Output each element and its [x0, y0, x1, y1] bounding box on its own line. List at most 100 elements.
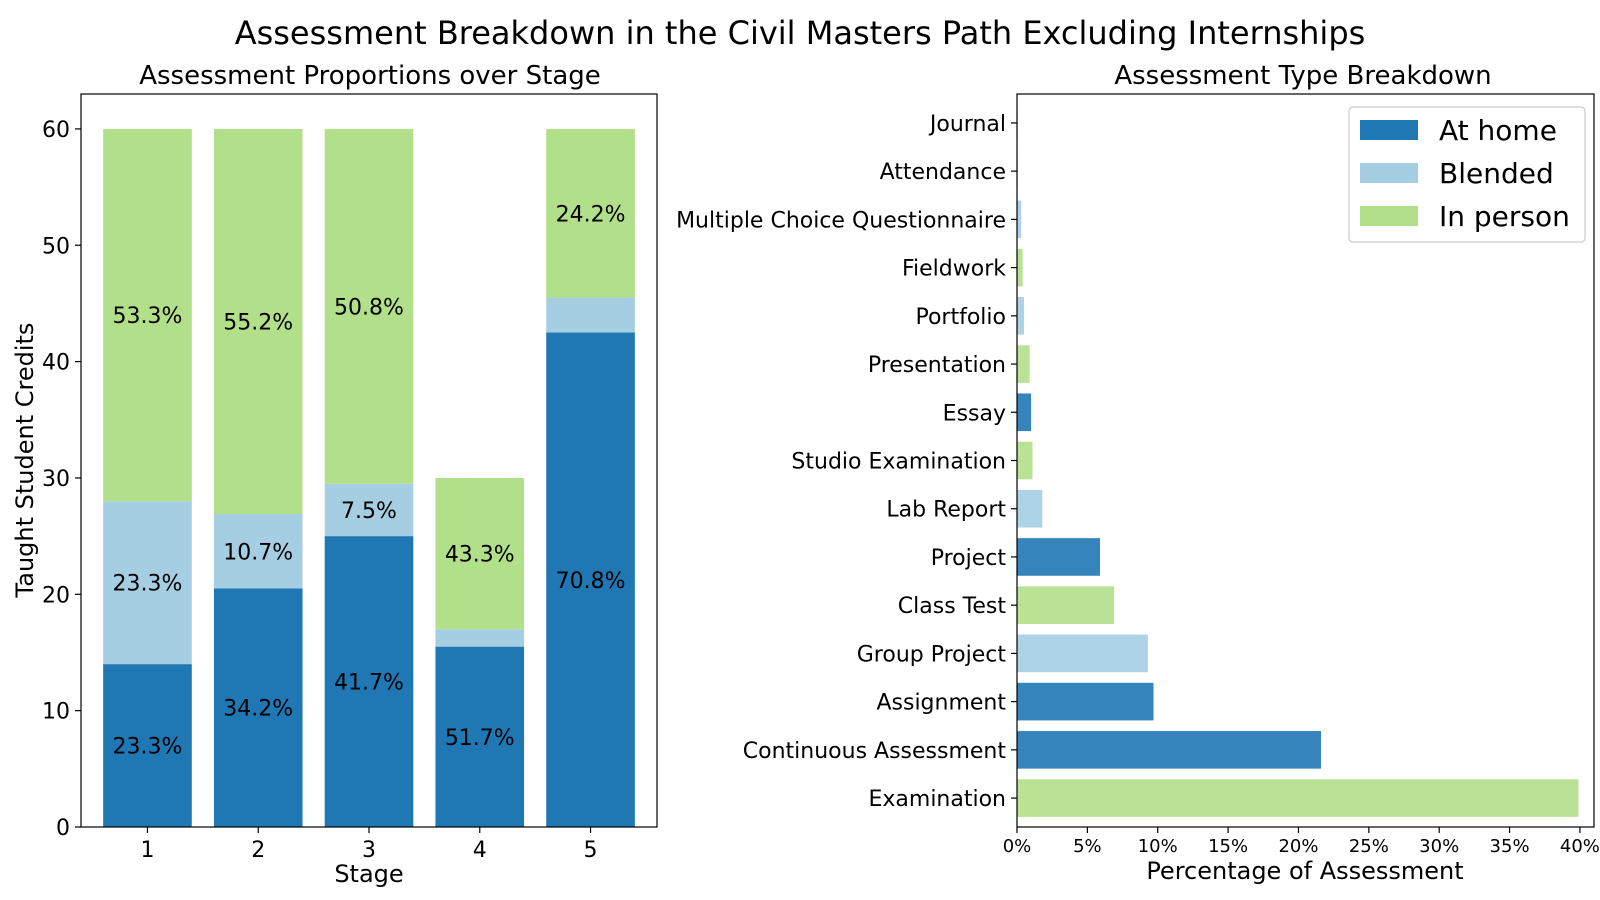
category-label: Attendance: [880, 160, 1006, 185]
assessment-type-bar-chart: Assessment Type Breakdown Examination Con…: [676, 61, 1600, 885]
category-label: Class Test: [898, 594, 1007, 619]
stage-bar-data-label: 41.7%: [334, 671, 404, 696]
assessment-type-bars: [1017, 104, 1579, 817]
legend-label: In person: [1439, 200, 1570, 233]
stage-bar-segment: [103, 664, 192, 827]
assessment-type-bar: [1017, 586, 1115, 624]
category-label: Fieldwork: [902, 257, 1006, 282]
x-tick-label: 40%: [1560, 836, 1600, 857]
assessment-type-bar: [1017, 489, 1043, 528]
stage-bar-data-label: 7.5%: [341, 499, 397, 524]
stage-bar-segment: [435, 629, 525, 647]
y-tick-label: 20: [42, 583, 70, 608]
stage-bar-data-label: 23.3%: [113, 572, 183, 597]
stage-bars: [103, 128, 635, 827]
assessment-type-bar: [1017, 441, 1033, 480]
category-label: Lab Report: [886, 498, 1006, 523]
stage-bar-segment: [103, 501, 192, 665]
left-x-axis-label: Stage: [334, 860, 403, 888]
assessment-type-bar: [1017, 634, 1148, 673]
stage-bar-data-label: 53.3%: [113, 304, 183, 329]
stage-bar-data-label: 24.2%: [556, 202, 626, 227]
category-label: Multiple Choice Questionnaire: [676, 208, 1006, 233]
x-tick-label: 20%: [1278, 836, 1318, 857]
stage-bar-data-label: 50.8%: [334, 295, 404, 320]
x-tick-label: 2: [251, 838, 265, 863]
category-label: Continuous Assessment: [743, 739, 1007, 764]
stage-bar-segment: [324, 536, 414, 827]
left-plot-frame: [80, 93, 658, 828]
x-tick-label: 10%: [1138, 836, 1178, 857]
right-chart-title: Assessment Type Breakdown: [1114, 61, 1491, 91]
stage-bar-data-label: 55.2%: [223, 310, 293, 335]
category-label: Project: [931, 546, 1007, 571]
right-x-axis-label: Percentage of Assessment: [1146, 857, 1463, 885]
stage-bar-segment: [213, 128, 303, 515]
stage-bar-segment: [213, 514, 303, 589]
y-tick-label: 30: [42, 467, 70, 492]
stage-bar-segment: [435, 477, 525, 630]
right-plot-frame: [1016, 93, 1595, 828]
assessment-type-bar: [1017, 682, 1154, 721]
stage-bar-segment: [103, 128, 192, 502]
category-label: Group Project: [857, 642, 1007, 667]
figure-title: Assessment Breakdown in the Civil Master…: [235, 14, 1366, 52]
chart-legend: At home Blended In person: [1348, 106, 1586, 243]
stage-bar-data-label: 43.3%: [445, 543, 515, 568]
assessment-type-bar: [1017, 297, 1025, 335]
category-label: Presentation: [868, 353, 1006, 378]
category-label: Studio Examination: [791, 450, 1006, 475]
assessment-type-bar: [1017, 538, 1101, 576]
stage-bar-data-label: 10.7%: [223, 540, 293, 565]
y-tick-label: 40: [42, 351, 70, 376]
left-chart-title: Assessment Proportions over Stage: [139, 61, 601, 91]
y-tick-label: 60: [42, 118, 70, 143]
stage-bar-segment: [324, 483, 414, 537]
stage-bar-data-label: 23.3%: [113, 735, 183, 760]
y-tick-label: 50: [42, 234, 70, 259]
category-label: Assignment: [876, 691, 1006, 716]
stage-bar-data-label: 51.7%: [445, 726, 515, 751]
y-tick-label: 0: [56, 816, 70, 841]
left-y-axis-label: Taught Student Credits: [11, 323, 39, 599]
assessment-type-bar: [1017, 731, 1321, 769]
x-tick-label: 5: [584, 838, 598, 863]
stage-bar-data-label: 34.2%: [223, 697, 293, 722]
stage-bar-segment: [213, 588, 303, 827]
assessment-type-bar: [1017, 248, 1023, 287]
stage-stacked-bar-chart: Assessment Proportions over Stage 23.3%2…: [11, 61, 658, 888]
category-label: Essay: [943, 401, 1006, 426]
legend-swatch: [1360, 163, 1418, 183]
assessment-type-bar: [1017, 393, 1032, 432]
x-tick-label: 25%: [1349, 836, 1389, 857]
assessment-type-bar: [1017, 345, 1030, 383]
category-label: Journal: [928, 112, 1006, 137]
y-tick-label: 10: [42, 700, 70, 725]
stage-bar-segment: [546, 297, 635, 333]
category-label: Examination: [868, 787, 1006, 812]
category-label: Portfolio: [915, 305, 1006, 330]
right-axes: Examination Continuous Assessment Assignme…: [676, 112, 1600, 857]
legend-label: At home: [1439, 114, 1557, 147]
x-tick-label: 5%: [1073, 836, 1102, 857]
stage-bar-segment: [546, 128, 635, 298]
x-tick-label: 35%: [1490, 836, 1530, 857]
legend-label: Blended: [1439, 157, 1554, 190]
stage-bar-segment: [546, 332, 635, 827]
stage-bar-labels: 23.3% 23.3% 53.3% 34.2% 10.7% 55.2% 41.7% 7.5% 5…: [113, 202, 626, 759]
assessment-type-bar: [1017, 200, 1022, 239]
x-tick-label: 30%: [1419, 836, 1459, 857]
stage-bar-segment: [324, 128, 414, 484]
x-tick-label: 15%: [1208, 836, 1248, 857]
legend-swatch: [1360, 120, 1418, 140]
x-tick-label: 4: [473, 838, 487, 863]
legend-swatch: [1360, 206, 1418, 226]
assessment-type-bar: [1017, 779, 1579, 817]
x-tick-label: 1: [140, 838, 154, 863]
x-tick-label: 0%: [1003, 836, 1032, 857]
stage-bar-segment: [435, 646, 525, 827]
x-tick-label: 3: [362, 838, 376, 863]
stage-bar-data-label: 70.8%: [556, 569, 626, 594]
